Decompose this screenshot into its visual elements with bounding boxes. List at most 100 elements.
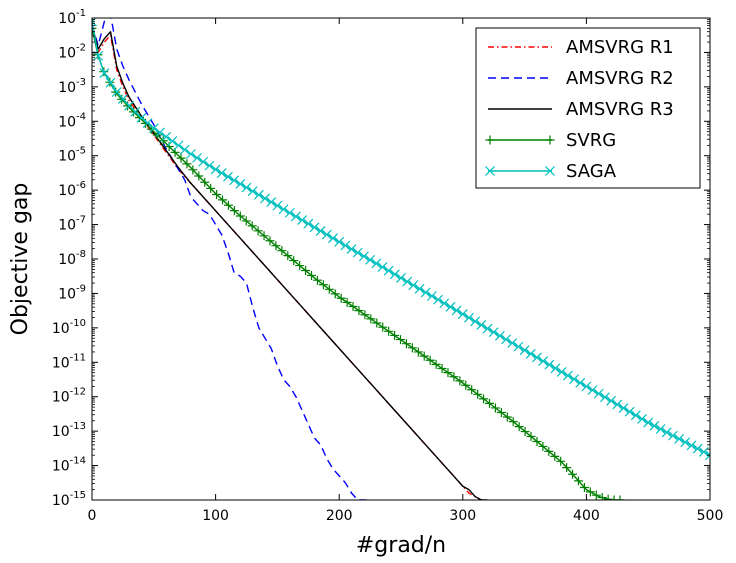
series-marker bbox=[284, 207, 295, 218]
series-marker bbox=[451, 305, 462, 316]
series-marker bbox=[223, 200, 233, 210]
series-marker bbox=[266, 197, 277, 207]
legend-entry: AMSVRG R2 bbox=[488, 68, 674, 89]
y-tick-label: 10-2 bbox=[58, 42, 86, 61]
series-marker bbox=[346, 244, 357, 254]
series-marker bbox=[188, 165, 198, 175]
series-marker bbox=[464, 312, 474, 323]
y-axis-label: Objective gap bbox=[8, 183, 33, 336]
series-marker bbox=[502, 412, 512, 422]
series-marker bbox=[513, 341, 524, 352]
series-marker bbox=[520, 427, 530, 437]
series-marker bbox=[532, 436, 542, 446]
series-marker bbox=[573, 476, 583, 486]
y-tick-exponent: -14 bbox=[70, 456, 86, 467]
series-marker bbox=[241, 216, 251, 226]
series-marker bbox=[241, 182, 252, 193]
series-marker bbox=[587, 385, 598, 395]
series-marker bbox=[129, 107, 139, 117]
series-marker bbox=[148, 123, 159, 134]
series-marker bbox=[519, 345, 530, 356]
series-marker bbox=[389, 269, 400, 280]
y-tick-exponent: -5 bbox=[76, 146, 86, 157]
y-tick-exponent: -8 bbox=[76, 249, 86, 260]
series-marker bbox=[407, 343, 417, 353]
series-marker bbox=[593, 388, 604, 399]
series-marker bbox=[526, 432, 536, 442]
legend-box bbox=[475, 27, 701, 189]
x-tick-label: 200 bbox=[326, 508, 353, 524]
series-marker bbox=[340, 240, 351, 251]
series-marker bbox=[457, 309, 468, 320]
series-marker bbox=[600, 392, 610, 403]
series-marker bbox=[550, 451, 560, 461]
series-marker bbox=[643, 417, 654, 428]
series-marker bbox=[445, 301, 456, 312]
series-marker bbox=[609, 495, 619, 500]
series-marker bbox=[579, 482, 589, 492]
y-tick-base: 10 bbox=[52, 459, 70, 475]
series-marker bbox=[105, 77, 116, 88]
series-marker bbox=[501, 334, 511, 345]
series-marker bbox=[482, 323, 493, 334]
series-marker bbox=[111, 87, 121, 97]
legend-label: SVRG bbox=[566, 130, 616, 151]
series-marker bbox=[142, 118, 153, 128]
series-marker bbox=[352, 247, 363, 258]
series-marker bbox=[603, 494, 613, 500]
legend-marker bbox=[545, 135, 555, 145]
legend: AMSVRG R1 AMSVRG R2 AMSVRG R3 SVRG SAGA bbox=[475, 27, 701, 189]
series-marker bbox=[318, 280, 328, 290]
series-marker bbox=[271, 241, 281, 251]
y-tick-label: 10-6 bbox=[58, 180, 86, 199]
series-marker bbox=[568, 469, 578, 479]
y-tick-base: 10 bbox=[58, 114, 76, 130]
series-marker bbox=[377, 262, 388, 273]
series-marker bbox=[425, 355, 435, 365]
series-marker bbox=[569, 374, 579, 385]
legend-label: AMSVRG R1 bbox=[566, 37, 674, 58]
series-marker bbox=[615, 495, 625, 500]
legend-marker bbox=[545, 166, 555, 176]
series-marker bbox=[99, 68, 110, 79]
series-marker bbox=[247, 186, 258, 197]
series-layer bbox=[92, 18, 710, 500]
series-marker bbox=[303, 218, 314, 229]
y-tick-exponent: -3 bbox=[76, 77, 86, 88]
series-marker bbox=[185, 149, 196, 159]
series-marker bbox=[473, 389, 483, 399]
legend-entry: SVRG bbox=[485, 130, 616, 151]
y-tick-exponent: -2 bbox=[76, 42, 86, 53]
series-marker bbox=[179, 144, 190, 155]
series-marker bbox=[223, 171, 233, 182]
series-marker bbox=[396, 273, 406, 283]
series-marker bbox=[544, 446, 554, 456]
series-marker bbox=[556, 456, 566, 466]
series-amsvrg-r3 bbox=[92, 24, 488, 500]
series-marker bbox=[667, 430, 678, 441]
series-marker bbox=[277, 246, 287, 256]
series-marker bbox=[247, 221, 257, 231]
legend-entry: AMSVRG R3 bbox=[488, 99, 674, 120]
series-marker bbox=[155, 127, 165, 138]
series-marker bbox=[198, 156, 209, 167]
series-marker bbox=[550, 363, 561, 374]
series-marker bbox=[210, 164, 221, 175]
series-marker bbox=[612, 399, 623, 410]
legend-marker bbox=[485, 135, 495, 145]
y-tick-exponent: -7 bbox=[76, 215, 86, 226]
series-marker bbox=[365, 254, 376, 265]
series-marker bbox=[358, 251, 369, 262]
x-tick-label: 0 bbox=[88, 508, 97, 524]
series-marker bbox=[278, 204, 289, 215]
series-marker bbox=[342, 297, 352, 307]
legend-entry: AMSVRG R1 bbox=[488, 37, 674, 58]
y-tick-label: 10-13 bbox=[52, 421, 86, 440]
series-marker bbox=[272, 200, 283, 211]
series-marker bbox=[259, 231, 269, 241]
series-marker bbox=[136, 112, 147, 123]
y-tick-label: 10-10 bbox=[52, 318, 86, 337]
y-tick-exponent: -15 bbox=[70, 490, 86, 501]
series-marker bbox=[289, 256, 299, 266]
y-tick-label: 10-14 bbox=[52, 456, 86, 475]
